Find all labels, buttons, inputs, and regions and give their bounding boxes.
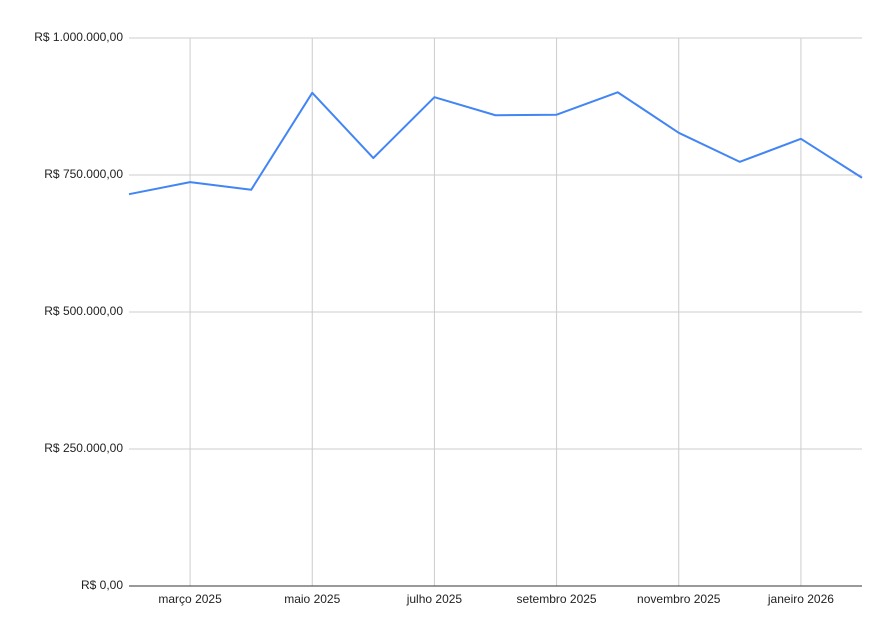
y-tick-label: R$ 500.000,00	[44, 304, 123, 318]
line-series	[128, 91, 863, 196]
x-tick-label: novembro 2025	[637, 592, 721, 606]
y-tick-label: R$ 0,00	[81, 578, 123, 592]
x-tick-label: março 2025	[158, 592, 222, 606]
x-tick-label: setembro 2025	[517, 592, 597, 606]
y-tick-label: R$ 1.000.000,00	[34, 30, 123, 44]
x-tick-label: julho 2025	[406, 592, 463, 606]
x-tick-label: maio 2025	[284, 592, 340, 606]
x-tick-label: janeiro 2026	[767, 592, 834, 606]
y-tick-label: R$ 250.000,00	[44, 441, 123, 455]
y-tick-label: R$ 750.000,00	[44, 167, 123, 181]
